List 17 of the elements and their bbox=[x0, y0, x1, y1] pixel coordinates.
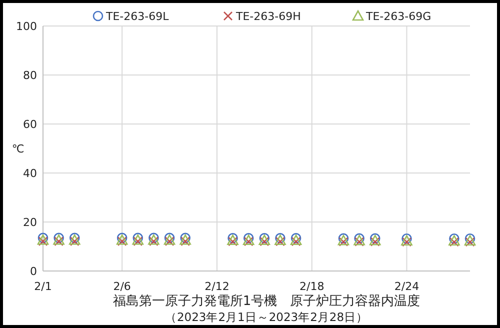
y-tick-label: 40 bbox=[23, 167, 37, 180]
x-tick-label: 2/24 bbox=[394, 280, 420, 293]
x-tick-label: 2/1 bbox=[34, 280, 52, 293]
y-tick-label: 60 bbox=[23, 118, 37, 131]
y-tick-label: 20 bbox=[23, 216, 37, 229]
y-axis-title: ℃ bbox=[12, 142, 24, 156]
text: 福島第一原子力発電所1号機 原子炉圧力容器内温度 bbox=[112, 293, 420, 309]
y-tick-label: 80 bbox=[23, 69, 37, 82]
x-tick-label: 2/6 bbox=[113, 280, 131, 293]
legend-label: TE-263-69H bbox=[235, 10, 301, 23]
x-tick-label: 2/12 bbox=[204, 280, 230, 293]
x-tick-label: 2/18 bbox=[300, 280, 324, 293]
y-tick-label: 100 bbox=[16, 20, 37, 33]
text: （2023年2月1日～2023年2月28日） bbox=[164, 310, 368, 324]
legend-label: TE-263-69L bbox=[105, 10, 170, 23]
y-tick-label: 0 bbox=[30, 265, 37, 278]
legend-label: TE-263-69G bbox=[365, 10, 432, 23]
